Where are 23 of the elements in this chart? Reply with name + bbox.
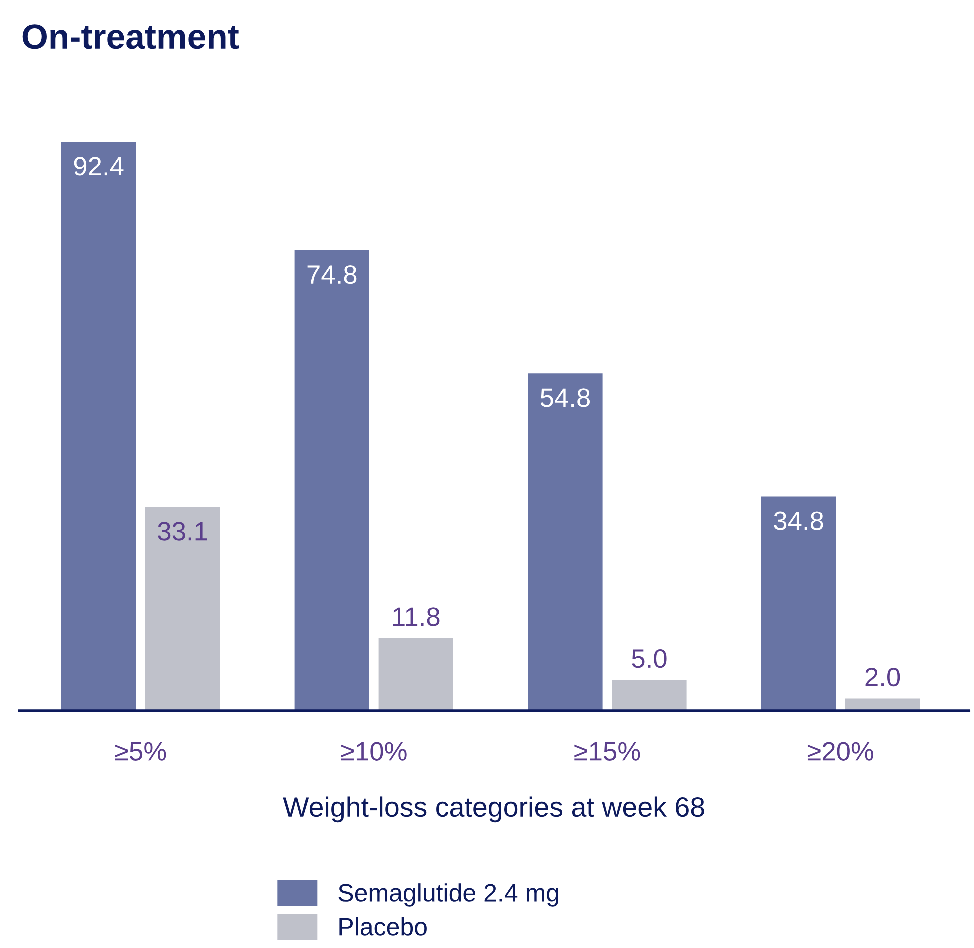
- bar: [145, 507, 220, 711]
- x-axis-title: Weight-loss categories at week 68: [283, 796, 704, 823]
- x-tick-label: ≥20%: [808, 742, 874, 761]
- x-tick-label: ≥10%: [341, 742, 407, 761]
- chart-title: On-treatment: [22, 24, 239, 50]
- x-tick-label: ≥5%: [115, 742, 166, 761]
- bar: [528, 374, 603, 711]
- data-label: 54.8: [540, 388, 590, 408]
- bar: [612, 680, 687, 711]
- legend-label: Placebo: [340, 918, 427, 936]
- data-label: 5.0: [632, 649, 667, 668]
- data-label: 2.0: [866, 668, 900, 687]
- bar: [61, 142, 136, 711]
- x-tick-label: ≥15%: [574, 742, 640, 761]
- data-label: 11.8: [393, 608, 440, 626]
- data-label: 92.4: [74, 157, 124, 176]
- legend-label: Semaglutide 2.4 mg: [338, 884, 558, 907]
- bar: [378, 638, 454, 711]
- data-label: 34.8: [774, 512, 824, 530]
- data-label: 74.8: [308, 265, 357, 284]
- bar: [294, 250, 370, 711]
- bar: [761, 496, 836, 711]
- data-label: 33.1: [158, 522, 208, 541]
